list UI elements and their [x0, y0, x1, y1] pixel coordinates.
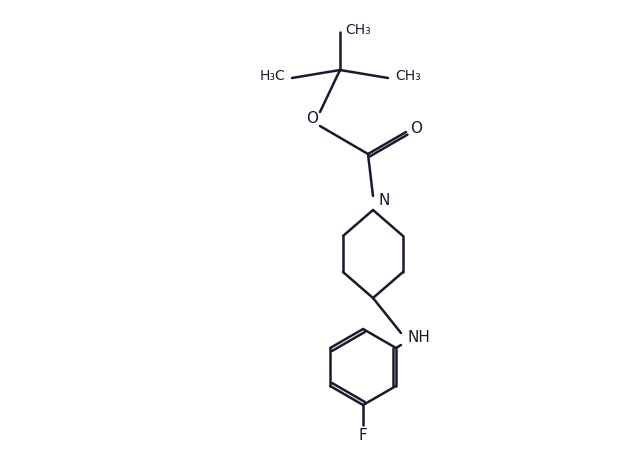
Text: NH: NH	[408, 330, 431, 345]
Text: O: O	[410, 120, 422, 135]
Text: O: O	[306, 110, 318, 125]
Text: F: F	[358, 428, 367, 442]
Text: CH₃: CH₃	[345, 23, 371, 37]
Text: H₃C: H₃C	[259, 69, 285, 83]
Text: CH₃: CH₃	[395, 69, 421, 83]
Text: N: N	[378, 193, 389, 207]
